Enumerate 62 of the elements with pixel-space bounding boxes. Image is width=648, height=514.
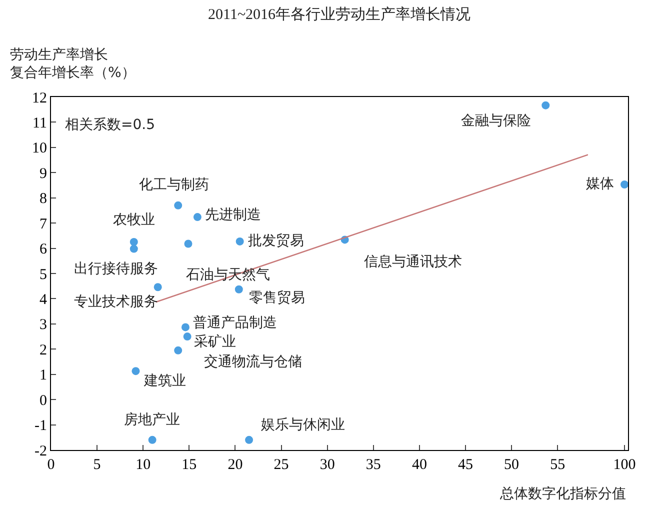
point	[174, 346, 182, 354]
annotation: 媒体	[586, 176, 614, 192]
point	[181, 323, 190, 332]
point	[148, 436, 156, 444]
point	[184, 240, 192, 248]
annotation: 零售贸易	[249, 290, 305, 306]
y-tick-label: 8	[40, 191, 47, 208]
y-tick-label: -1	[34, 418, 47, 434]
x-tick-label: 40	[412, 457, 427, 473]
y-tick-label: 9	[40, 166, 47, 182]
y-tick-label: 7	[40, 216, 48, 232]
x-tick-label: 45	[458, 457, 473, 473]
point	[174, 201, 182, 210]
point	[130, 244, 138, 253]
y-tick-label: 10	[32, 140, 47, 157]
y-tick-label: 2	[40, 342, 47, 358]
y-tick-label: -2	[34, 443, 47, 460]
x-tick-label: 5	[93, 457, 101, 473]
x-tick-label: 10	[136, 457, 151, 473]
point	[193, 213, 202, 222]
annotation: 建筑业	[143, 373, 186, 389]
annotation: 采矿业	[194, 334, 236, 350]
x-tick-label: 30	[320, 457, 335, 473]
x-tick-label: 35	[366, 457, 381, 473]
annotation: 金融与保险	[461, 113, 531, 129]
point	[183, 332, 192, 341]
y-tick-label: 5	[40, 266, 47, 283]
x-tick-label: 50	[504, 457, 520, 473]
y-tick-label: 12	[32, 90, 47, 106]
point	[245, 436, 254, 444]
x-tick-label: 100	[613, 457, 636, 473]
y-tick-label: 11	[32, 115, 47, 132]
y-tick-label: 6	[40, 242, 48, 258]
annotation: 房地产业	[124, 412, 180, 428]
annotation: 先进制造	[205, 207, 261, 223]
y-axis-title: 劳动生产率增长复合年增长率（%）	[10, 47, 136, 82]
annotation: 相关系数=0.5	[65, 117, 155, 133]
point	[154, 283, 162, 292]
annotation: 交通物流与仓储	[204, 354, 302, 370]
y-tick-label: 3	[40, 317, 47, 334]
annotation: 普通产品制造	[193, 314, 277, 331]
point	[542, 101, 550, 110]
point	[132, 367, 140, 376]
y-tick-label: 0	[40, 392, 47, 409]
x-tick-label: 55	[550, 457, 566, 473]
annotation: 出行接待服务	[74, 261, 158, 277]
annotation: 农牧业	[113, 212, 155, 228]
point	[236, 237, 244, 246]
point	[130, 238, 138, 246]
annotation: 娱乐与休闲业	[261, 417, 345, 433]
x-tick-label: 15	[182, 457, 197, 473]
chart-title: 2011~2016年各行业劳动生产率增长情况	[208, 6, 471, 23]
x-tick-label: 20	[228, 457, 243, 473]
x-axis-title: 总体数字化指标分值	[499, 486, 626, 502]
point	[234, 285, 243, 294]
y-tick-label: 4	[40, 292, 48, 308]
annotation: 批发贸易	[248, 233, 304, 249]
x-tick-label: 25	[274, 457, 289, 473]
annotation: 信息与通讯技术	[364, 254, 462, 270]
annotation: 专业技术服务	[74, 294, 158, 310]
y-tick-label: 1	[40, 368, 47, 384]
annotation: 化工与制药	[139, 177, 209, 193]
